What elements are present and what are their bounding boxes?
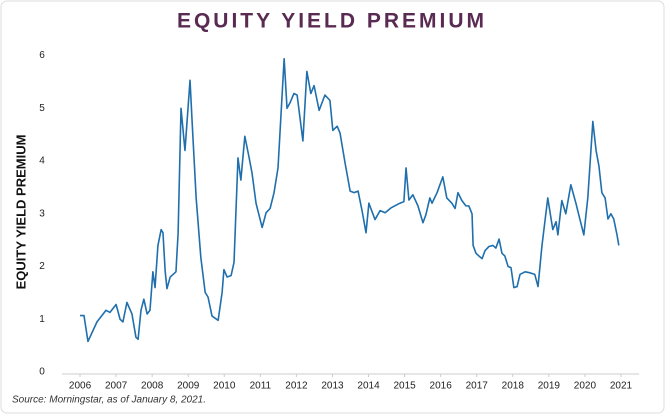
x-tick-label: 2013 [321, 381, 344, 392]
y-tick-label: 6 [39, 50, 45, 61]
x-tick-label: 2006 [69, 381, 92, 392]
x-tick-label: 2021 [610, 381, 633, 392]
y-tick-label: 1 [39, 314, 45, 325]
x-tick-label: 2010 [213, 381, 236, 392]
y-tick-label: 5 [39, 103, 45, 114]
y-tick-label: 4 [39, 156, 45, 167]
y-tick-label: 3 [39, 208, 45, 219]
x-tick-label: 2007 [105, 381, 128, 392]
x-tick-label: 2017 [466, 381, 489, 392]
x-tick-label: 2008 [141, 381, 164, 392]
x-tick-label: 2018 [502, 381, 525, 392]
data-line [80, 57, 620, 343]
y-tick-label: 2 [39, 261, 45, 272]
x-tick-label: 2016 [430, 381, 453, 392]
x-tick-label: 2012 [285, 381, 308, 392]
x-tick-label: 2015 [393, 381, 416, 392]
y-axis-label: EQUITY YIELD PREMIUM [13, 135, 28, 290]
x-tick-label: 2020 [574, 381, 597, 392]
x-tick-label: 2011 [250, 381, 272, 392]
source-note: Source: Morningstar, as of January 8, 20… [12, 395, 206, 406]
x-tick-label: 2009 [177, 381, 200, 392]
x-tick-label: 2014 [357, 381, 380, 392]
x-tick-label: 2019 [538, 381, 561, 392]
chart-title: EQUITY YIELD PREMIUM [177, 10, 487, 33]
y-tick-label: 0 [39, 367, 45, 378]
